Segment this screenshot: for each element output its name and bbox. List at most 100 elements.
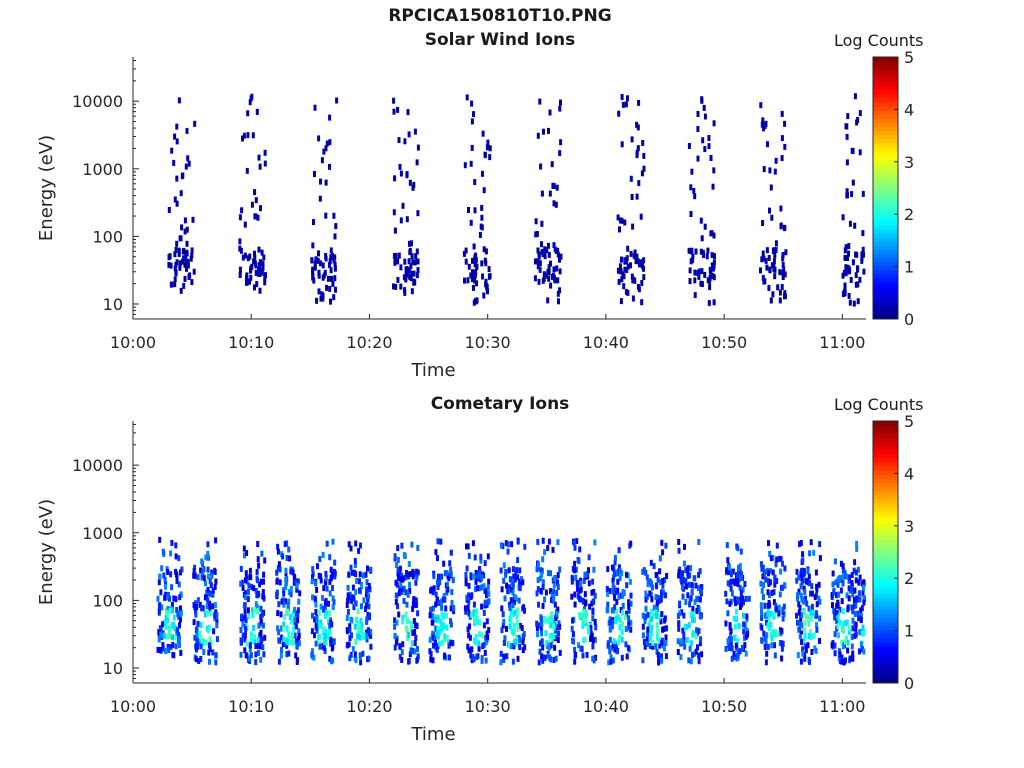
colorbar-tick-label: 3	[904, 153, 914, 172]
data-cell	[648, 590, 652, 597]
data-cell	[781, 606, 785, 613]
data-cell	[436, 538, 440, 545]
data-cell	[650, 616, 654, 623]
data-cell	[546, 652, 550, 659]
data-cell	[479, 223, 483, 230]
data-cell	[738, 584, 742, 591]
data-cell	[620, 628, 624, 635]
data-cell	[361, 650, 365, 657]
data-cell	[415, 568, 419, 575]
data-cell	[742, 635, 746, 641]
data-cell	[726, 638, 730, 645]
data-cell	[745, 613, 749, 620]
data-cell	[739, 575, 743, 581]
data-cell	[535, 620, 539, 627]
data-cell	[812, 549, 816, 556]
data-cell	[185, 127, 189, 134]
data-cell	[592, 657, 596, 664]
data-cell	[860, 605, 864, 612]
data-cell	[172, 614, 176, 621]
data-cell	[552, 274, 556, 281]
data-cell	[742, 621, 746, 628]
data-cell	[406, 617, 410, 624]
data-cell	[728, 622, 732, 629]
data-cell	[439, 538, 443, 545]
data-cell	[480, 204, 484, 211]
data-cell	[691, 257, 694, 264]
data-cell	[766, 622, 770, 629]
data-cell	[177, 632, 181, 639]
data-cell	[783, 271, 787, 278]
data-cell	[741, 595, 745, 602]
data-cell	[334, 286, 337, 293]
data-cell	[800, 575, 804, 581]
data-cell	[206, 610, 210, 617]
data-cell	[697, 273, 701, 280]
data-cell	[518, 585, 522, 592]
data-cell	[181, 248, 185, 255]
data-cell	[176, 626, 180, 633]
data-cell	[655, 600, 659, 607]
data-cell	[468, 634, 472, 641]
data-cell	[250, 201, 254, 208]
data-cell	[783, 143, 787, 150]
data-cell	[318, 609, 321, 616]
data-cell	[464, 572, 468, 578]
data-cell	[244, 570, 248, 577]
data-cell	[311, 242, 315, 249]
data-cell	[636, 124, 640, 131]
data-cell	[158, 647, 162, 653]
data-cell	[295, 586, 299, 593]
data-cell	[664, 634, 668, 641]
data-cell	[838, 606, 842, 613]
data-cell	[169, 281, 173, 288]
data-cell	[324, 609, 328, 616]
data-cell	[298, 590, 302, 597]
data-cell	[410, 625, 414, 632]
data-cell	[804, 595, 807, 602]
data-cell	[395, 619, 399, 626]
data-cell	[778, 297, 782, 304]
data-cell	[359, 634, 363, 641]
data-cell	[249, 267, 252, 274]
data-cell	[548, 190, 552, 197]
data-cell	[467, 582, 471, 589]
data-cell	[431, 657, 435, 664]
data-cell	[260, 612, 264, 618]
data-cell	[402, 552, 406, 558]
data-cell	[547, 127, 550, 134]
colorbar-segment	[873, 461, 898, 467]
data-cell	[349, 545, 353, 552]
data-cell	[241, 584, 245, 591]
data-cell	[412, 596, 416, 603]
data-cell	[393, 227, 397, 234]
data-cell	[449, 566, 453, 573]
x-axis-label: Time	[410, 724, 455, 745]
data-cell	[310, 651, 314, 658]
data-cell	[796, 652, 800, 659]
data-cell	[806, 615, 810, 622]
data-cell	[515, 567, 519, 574]
data-cell	[575, 538, 579, 545]
data-cell	[799, 592, 803, 599]
data-cell	[570, 574, 574, 581]
data-cell	[415, 272, 419, 279]
data-cell	[846, 639, 850, 646]
data-cell	[806, 568, 810, 575]
data-cell	[393, 256, 397, 263]
data-cell	[166, 568, 170, 575]
data-cell	[687, 143, 691, 149]
data-cell	[403, 287, 407, 294]
data-cell	[552, 633, 556, 640]
data-cell	[345, 627, 349, 634]
colorbar-segment	[873, 106, 898, 111]
data-cell	[446, 636, 449, 643]
data-cell	[485, 592, 488, 599]
data-cell	[292, 625, 296, 632]
data-cell	[164, 583, 168, 590]
data-cell	[449, 549, 453, 556]
data-cell	[483, 599, 487, 606]
data-cell	[193, 634, 197, 641]
data-cell	[776, 631, 780, 638]
data-cell	[856, 281, 860, 288]
